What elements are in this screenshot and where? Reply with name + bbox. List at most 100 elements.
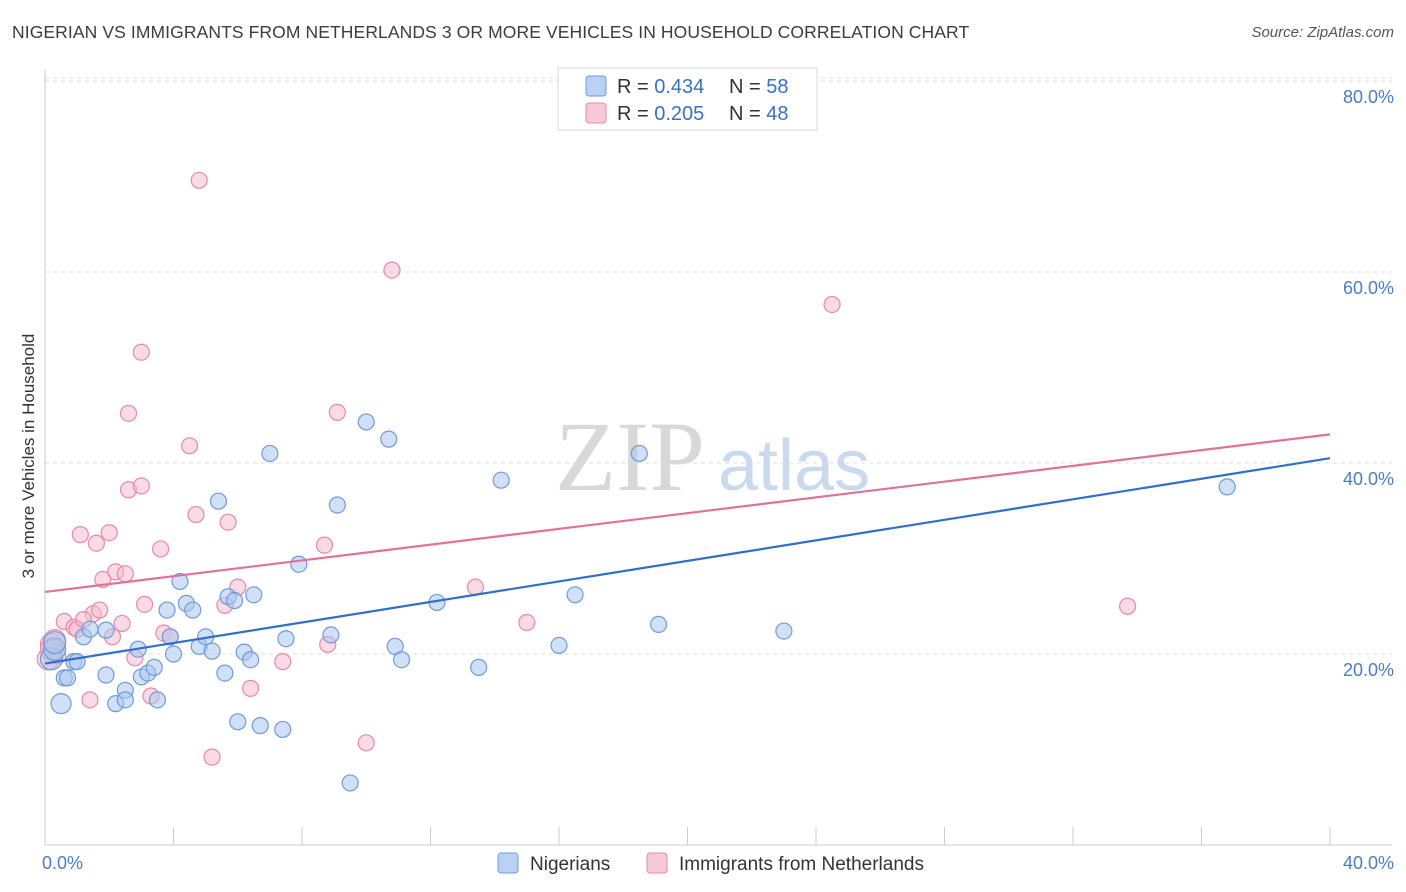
netherlands-point-22 [132, 343, 150, 361]
chart-title: NIGERIAN VS IMMIGRANTS FROM NETHERLANDS … [12, 22, 970, 42]
bottom-legend-swatch-netherlands [646, 852, 668, 874]
netherlands-point-25 [152, 540, 170, 558]
nigerians-point-36 [251, 717, 269, 735]
nigerians-point-10 [97, 621, 115, 639]
netherlands-point-36 [274, 653, 292, 671]
nigerians-point-17 [145, 658, 163, 676]
legend-n-row-nigerians: N = 58 [729, 76, 789, 98]
legend-n-label: N = [729, 103, 766, 125]
netherlands-point-8 [81, 691, 99, 709]
netherlands-point-29 [187, 505, 205, 524]
nigerians-point-34 [242, 651, 260, 669]
netherlands-point-13 [100, 524, 118, 542]
nigerians-point-18 [148, 691, 167, 709]
legend-swatch-netherlands [585, 102, 607, 124]
nigerians-point-54 [649, 615, 668, 633]
legend-n-value-netherlands: 48 [766, 103, 788, 125]
nigerians-point-43 [341, 774, 359, 792]
nigerians-point-55 [775, 622, 793, 640]
nigerians-point-35 [245, 586, 263, 604]
nigerians-point-50 [492, 471, 510, 489]
netherlands-point-17 [116, 565, 134, 583]
nigerians-point-41 [322, 626, 340, 644]
nigerians-point-32 [229, 713, 247, 731]
y-tick-label-0: 20.0% [1343, 660, 1394, 680]
netherlands-point-7 [71, 526, 89, 544]
netherlands-trend-line [44, 433, 1331, 594]
legend-swatch-nigerians [585, 75, 607, 97]
y-tick-label-3: 80.0% [1343, 87, 1394, 107]
netherlands-point-42 [466, 578, 485, 596]
netherlands-point-35 [242, 679, 260, 697]
netherlands-point-31 [203, 748, 221, 766]
nigerians-point-2 [50, 693, 72, 715]
nigerians-point-24 [184, 601, 202, 619]
legend-n-value-nigerians: 58 [766, 76, 788, 98]
nigerians-point-40 [290, 555, 308, 573]
nigerians-point-51 [550, 636, 568, 655]
bottom-legend-swatch-nigerians [497, 852, 519, 874]
netherlands-point-37 [315, 536, 334, 554]
netherlands-point-21 [132, 477, 150, 495]
y-tick-label-1: 40.0% [1343, 469, 1394, 489]
y-tick-label-2: 60.0% [1343, 278, 1394, 298]
nigerians-point-19 [158, 601, 176, 619]
legend-r-value-netherlands: 0.205 [654, 103, 704, 125]
nigerians-point-38 [274, 720, 292, 739]
netherlands-point-39 [328, 403, 346, 421]
bottom-legend-label-nigerians: Nigerians [530, 854, 610, 875]
nigerians-point-20 [161, 628, 179, 646]
netherlands-point-43 [518, 613, 536, 632]
legend-r-label: R = [617, 103, 654, 125]
top-legend: R = 0.434 N = 58 R = 0.205 N = 48 [557, 67, 818, 131]
netherlands-point-28 [180, 437, 199, 455]
y-axis-title: 3 or more Vehicles in Household [19, 334, 38, 579]
nigerians-point-4 [58, 669, 77, 687]
nigerians-point-42 [328, 496, 346, 514]
nigerians-point-13 [116, 691, 134, 709]
nigerians-point-22 [171, 572, 189, 591]
nigerians-point-44 [357, 413, 375, 431]
netherlands-point-19 [119, 404, 138, 422]
netherlands-point-44 [823, 295, 841, 314]
nigerians-point-56 [1218, 478, 1236, 496]
axes [44, 70, 1392, 846]
nigerians-point-52 [566, 586, 584, 604]
netherlands-point-41 [383, 261, 401, 279]
legend-r-value-nigerians: 0.434 [654, 76, 704, 98]
legend-n-row-netherlands: N = 48 [729, 103, 789, 125]
nigerians-point-37 [261, 444, 279, 463]
nigerians-trend-line [44, 457, 1331, 665]
netherlands-point-23 [135, 595, 154, 613]
nigerians-point-47 [392, 651, 411, 669]
netherlands-point-10 [87, 534, 106, 552]
nigerians-point-57 [43, 630, 67, 655]
legend-row-netherlands: R = 0.205 [617, 103, 704, 125]
nigerians-point-9 [97, 666, 115, 684]
netherlands-point-16 [113, 614, 131, 633]
x-tick-label-max: 40.0% [1343, 853, 1394, 873]
nigerians-point-31 [225, 591, 244, 610]
legend-r-label: R = [617, 76, 654, 98]
nigerians-point-49 [470, 658, 488, 676]
nigerians-point-6 [68, 653, 86, 671]
x-tick-label-min: 0.0% [42, 853, 83, 873]
nigerians-point-29 [216, 664, 234, 682]
watermark-atlas: atlas [718, 426, 870, 506]
nigerians-point-45 [380, 430, 398, 448]
nigerians-point-53 [630, 444, 648, 463]
netherlands-point-45 [1119, 597, 1137, 615]
legend-row-nigerians: R = 0.434 [617, 76, 704, 98]
nigerians-point-27 [203, 642, 221, 660]
source-credit: Source: ZipAtlas.com [1251, 24, 1394, 41]
netherlands-point-30 [190, 171, 208, 189]
nigerians-point-8 [81, 620, 99, 638]
netherlands-point-40 [357, 734, 375, 752]
legend-n-label: N = [729, 76, 766, 98]
tick-labels: 0.0% 40.0% 20.0% 40.0% 60.0% 80.0% [42, 87, 1394, 873]
bottom-legend: Nigerians Immigrants from Netherlands [497, 852, 924, 875]
nigerians-point-21 [164, 645, 183, 663]
trend-lines [44, 433, 1331, 665]
nigerians-point-39 [277, 630, 295, 648]
